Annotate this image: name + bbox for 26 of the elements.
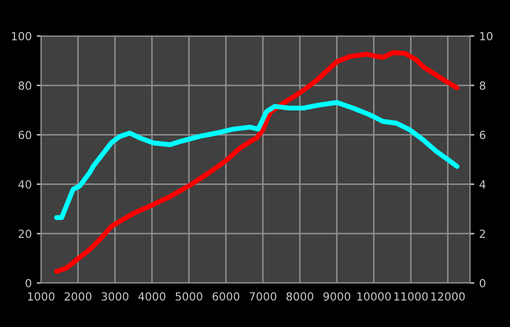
x-tick-label: 3000: [102, 292, 128, 301]
y2-tick-label: 4: [480, 180, 486, 188]
y-tick-label: 80: [18, 81, 32, 90]
x-tick-label: 10000: [357, 292, 391, 301]
x-tick-label: 7000: [250, 292, 276, 301]
y2-tick-label: 2: [480, 230, 485, 238]
y2-tick-label: 8: [480, 81, 486, 90]
y-tick-label: 60: [18, 130, 32, 140]
x-tick-label: 2000: [64, 292, 92, 301]
x-tick-label: 9000: [323, 292, 350, 301]
x-tick-label: 8000: [286, 292, 314, 301]
line-series: [54, 50, 460, 274]
x-tick-label: 12000: [431, 292, 465, 301]
y-tick-label: 20: [18, 230, 32, 238]
y-tick-label: 0: [26, 278, 32, 288]
x-tick-label: 5000: [176, 292, 202, 301]
x-tick-label: 6000: [212, 292, 240, 301]
x-tick-label: 4000: [138, 292, 166, 301]
line-series: [54, 100, 460, 220]
y-tick-label: 100: [12, 32, 32, 40]
y2-tick-label: 10: [480, 32, 492, 40]
y2-tick-label: 0: [480, 278, 486, 288]
x-tick-label: 1000: [28, 292, 54, 301]
y-tick-label: 40: [18, 180, 32, 189]
x-tick-label: 11000: [394, 292, 428, 301]
y2-tick-label: 6: [480, 130, 486, 140]
